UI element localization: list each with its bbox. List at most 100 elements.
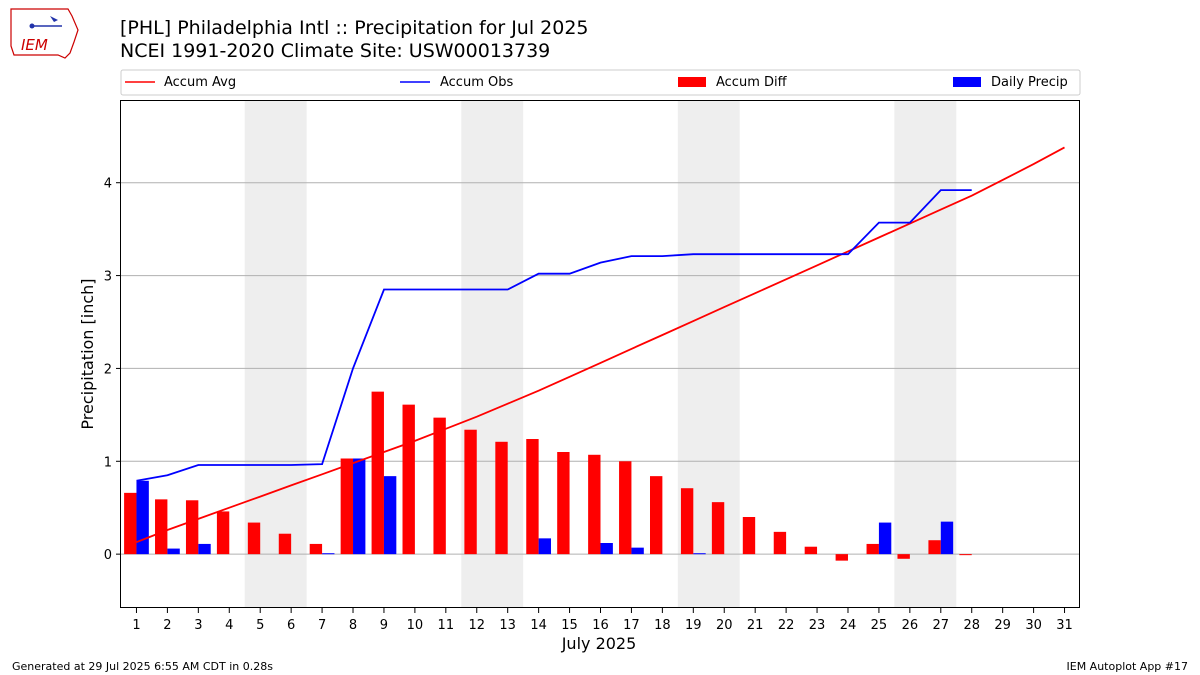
daily-precip-bar-1 (136, 480, 149, 555)
accum-diff-bar-14 (526, 439, 539, 555)
accum-diff-bar-2 (155, 499, 168, 555)
x-tick-label-15: 15 (561, 618, 578, 633)
chart-legend: Accum Avg Accum Obs Accum Diff Daily Pre… (120, 69, 1081, 96)
daily-precip-bar-7 (322, 553, 335, 555)
y-tick-label-1: 1 (104, 455, 112, 470)
daily-precip-bar-17 (631, 547, 644, 555)
x-tick-label-20: 20 (716, 618, 733, 633)
x-tick-label-8: 8 (349, 618, 357, 633)
accum-diff-bar-26 (897, 554, 910, 559)
daily-precip-bar-2 (167, 548, 180, 555)
legend-frame (120, 69, 1081, 96)
x-axis: 1 2 3 4 5 6 7 8 9 10 11 12 13 14 15 16 17 18 19 20 21 22 23 24 2… (132, 608, 1073, 633)
x-tick-label-4: 4 (225, 618, 233, 633)
x-tick-label-2: 2 (163, 618, 171, 633)
accum-diff-bar-19 (680, 488, 694, 555)
accum-diff-bar-6 (278, 533, 292, 555)
y-tick-label-2: 2 (104, 362, 112, 377)
y-tick-label-0: 0 (104, 548, 112, 563)
y-axis-label: Precipitation [inch] (78, 278, 97, 429)
x-tick-label-14: 14 (530, 618, 547, 633)
y-tick-label-4: 4 (104, 177, 112, 192)
iem-logo: IEM (10, 8, 79, 59)
wind-vane-symbol (50, 16, 58, 22)
x-tick-label-31: 31 (1056, 618, 1073, 633)
plot-frame (120, 100, 1080, 608)
daily-precip-bar-14 (538, 538, 552, 555)
legend-daily-precip-swatch (953, 77, 981, 87)
daily-precip-bar-3 (198, 543, 211, 555)
chart-subtitle: NCEI 1991-2020 Climate Site: USW00013739 (120, 40, 551, 62)
x-tick-label-28: 28 (963, 618, 980, 633)
accum-diff-bar-5 (247, 522, 261, 555)
accum-diff-bar-9 (371, 391, 384, 555)
legend-daily-precip-label: Daily Precip (991, 75, 1068, 90)
accum-obs-line (136, 189, 972, 482)
accum-diff-bar-15 (557, 452, 570, 555)
y-tick-label-3: 3 (104, 270, 112, 285)
daily-precip-bar-25 (878, 522, 892, 555)
x-tick-label-18: 18 (654, 618, 671, 633)
legend-accum-obs-label: Accum Obs (440, 75, 513, 90)
x-tick-label-21: 21 (747, 618, 764, 633)
y-axis: 0 1 2 3 4 (104, 177, 121, 563)
x-tick-label-3: 3 (194, 618, 202, 633)
autoplot-app-label: IEM Autoplot App #17 (1066, 660, 1189, 673)
accum-diff-bar-4 (216, 511, 230, 555)
accum-diff-bar-12 (464, 429, 477, 555)
legend-accum-diff-swatch (678, 77, 706, 87)
legend-accum-avg-label: Accum Avg (164, 75, 236, 90)
iem-logo-text: IEM (21, 36, 48, 54)
accum-diff-bar-25 (866, 543, 879, 555)
accum-diff-bar-24 (835, 554, 848, 561)
x-tick-label-23: 23 (809, 618, 826, 633)
x-tick-label-12: 12 (468, 618, 485, 633)
accum-diff-bar-11 (433, 417, 446, 555)
generated-timestamp: Generated at 29 Jul 2025 6:55 AM CDT in … (12, 660, 273, 673)
x-tick-label-17: 17 (623, 618, 640, 633)
x-axis-label: July 2025 (561, 634, 637, 653)
accum-diff-bar-7 (309, 543, 323, 555)
legend-accum-diff-label: Accum Diff (716, 75, 788, 90)
chart-title: [PHL] Philadelphia Intl :: Precipitation… (120, 17, 589, 39)
x-tick-label-10: 10 (407, 618, 424, 633)
accum-diff-bar-22 (773, 531, 787, 555)
accum-diff-bar-13 (495, 441, 508, 555)
accum-diff-bar-8 (340, 458, 354, 555)
daily-precip-bar-9 (383, 476, 397, 555)
accum-diff-bar-3 (185, 500, 199, 555)
x-tick-label-1: 1 (132, 618, 140, 633)
daily-precip-bar-27 (940, 521, 954, 555)
accum-diff-bar-18 (649, 476, 663, 555)
accum-diff-bar-17 (619, 461, 632, 555)
accum-diff-bar-23 (804, 546, 818, 555)
x-tick-label-9: 9 (380, 618, 388, 633)
x-tick-label-5: 5 (256, 618, 264, 633)
x-tick-label-16: 16 (592, 618, 609, 633)
daily-precip-bar-19 (693, 553, 706, 555)
x-tick-label-26: 26 (902, 618, 919, 633)
accum-diff-bar-16 (588, 454, 601, 555)
x-tick-label-29: 29 (994, 618, 1011, 633)
bar-series (124, 391, 972, 561)
line-series (136, 146, 1065, 543)
x-tick-label-19: 19 (685, 618, 702, 633)
iowa-outline-shape (10, 8, 79, 59)
x-tick-label-7: 7 (318, 618, 326, 633)
x-tick-label-24: 24 (840, 618, 857, 633)
x-tick-label-13: 13 (499, 618, 516, 633)
x-tick-label-6: 6 (287, 618, 295, 633)
x-tick-label-30: 30 (1025, 618, 1042, 633)
x-tick-label-22: 22 (778, 618, 795, 633)
x-tick-label-25: 25 (871, 618, 888, 633)
accum-diff-bar-1 (124, 492, 137, 555)
daily-precip-bar-8 (353, 458, 366, 555)
accum-diff-bar-21 (742, 517, 756, 555)
x-tick-label-27: 27 (933, 618, 950, 633)
accum-diff-bar-27 (928, 540, 941, 555)
daily-precip-bar-16 (600, 543, 613, 555)
accum-diff-bar-28 (959, 554, 972, 556)
accum-diff-bar-10 (402, 404, 415, 555)
